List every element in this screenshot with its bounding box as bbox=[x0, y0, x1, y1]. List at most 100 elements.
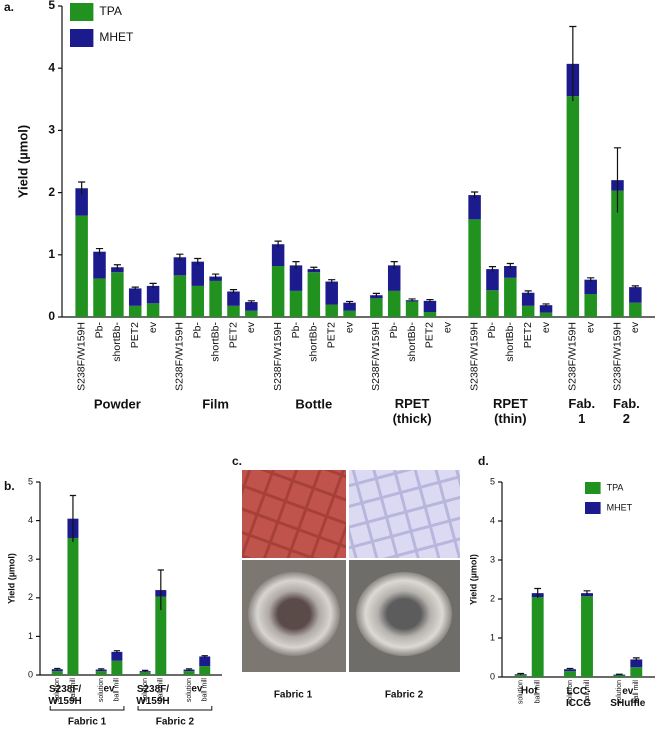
bar-segment bbox=[564, 669, 576, 672]
x-tick-label: ball mill bbox=[535, 680, 542, 704]
bar-segment bbox=[271, 265, 285, 317]
x-tick-label: shortBb- bbox=[308, 322, 320, 362]
bar-segment bbox=[325, 281, 338, 305]
x-tick-label: solution bbox=[54, 678, 61, 702]
y-tick-label: 3 bbox=[490, 554, 495, 564]
x-tick-label: PET2 bbox=[522, 322, 534, 348]
bar-segment bbox=[504, 277, 517, 317]
error-bar bbox=[185, 668, 193, 671]
group-label: Fabric 1 bbox=[68, 717, 107, 728]
legend-label: TPA bbox=[607, 482, 624, 492]
x-tick-label: solution bbox=[186, 678, 193, 702]
y-tick-label: 2 bbox=[28, 592, 33, 602]
error-bar bbox=[54, 667, 61, 670]
error-bar bbox=[534, 587, 542, 598]
x-tick-label: ev bbox=[343, 321, 355, 333]
bar-segment bbox=[387, 290, 401, 317]
error-bar bbox=[583, 590, 591, 596]
bar-segment bbox=[289, 265, 303, 291]
error-bar bbox=[506, 262, 514, 269]
bar-segment bbox=[209, 280, 222, 317]
y-tick-label: 5 bbox=[490, 476, 495, 486]
x-tick-label: Pb- bbox=[290, 322, 302, 339]
bar-segment bbox=[514, 675, 527, 677]
x-tick-label: S238F/W159H bbox=[370, 322, 382, 391]
error-bar bbox=[310, 266, 318, 271]
chart: a. Yield (µmol) 0 1 2 3 4 5 S238F/W159H Pb-shortB… bbox=[4, 0, 655, 426]
x-tick-label: solution bbox=[98, 678, 105, 702]
x-tick-label: shortBb- bbox=[406, 322, 418, 362]
bar-segment bbox=[531, 597, 544, 677]
legend-label: MHET bbox=[99, 30, 134, 44]
bar-segment bbox=[343, 302, 356, 311]
photo bbox=[242, 470, 346, 558]
x-tick-label: S238F/W159H bbox=[272, 322, 284, 391]
bar-segment bbox=[584, 293, 597, 317]
y-axis-label: Yield (µmol) bbox=[15, 125, 30, 198]
error-bar bbox=[194, 257, 202, 265]
group-label: LCC-ICCG bbox=[566, 686, 591, 709]
error-bar bbox=[98, 668, 105, 671]
error-bar bbox=[488, 266, 497, 272]
error-bar bbox=[131, 286, 139, 290]
error-bar bbox=[176, 253, 184, 261]
group-label: Powder bbox=[94, 396, 141, 411]
x-tick-label: solution bbox=[616, 680, 623, 704]
error-bar bbox=[247, 300, 255, 304]
x-tick-label: Pb- bbox=[93, 322, 105, 339]
error-bar bbox=[149, 282, 157, 289]
x-tick-label: Pb- bbox=[388, 322, 400, 339]
panel-label: a. bbox=[4, 0, 14, 14]
y-tick-label: 1 bbox=[28, 631, 33, 641]
x-tick-label: S238F/W159H bbox=[174, 322, 186, 391]
bar-segment bbox=[227, 305, 240, 317]
error-bar bbox=[517, 672, 525, 676]
x-tick-label: PET2 bbox=[325, 322, 337, 348]
x-tick-label: shortBb- bbox=[209, 322, 221, 362]
y-tick-label: 4 bbox=[28, 515, 33, 525]
bar-segment bbox=[629, 302, 642, 317]
x-tick-label: ball mill bbox=[158, 678, 165, 702]
bar-segment bbox=[343, 310, 356, 317]
y-axis-label: Yield (µmol) bbox=[6, 553, 16, 604]
x-tick-label: Pb- bbox=[192, 322, 204, 339]
photo-panel: c. Fabric 1 Fabric 2 bbox=[232, 454, 460, 701]
error-bar bbox=[524, 290, 532, 295]
bar-segment bbox=[75, 188, 88, 216]
y-tick-label: 0 bbox=[490, 671, 495, 681]
legend-label: MHET bbox=[607, 502, 633, 512]
bar-segment bbox=[95, 669, 107, 672]
error-bar bbox=[212, 273, 220, 280]
error-bar bbox=[631, 285, 639, 289]
error-bar bbox=[157, 569, 164, 611]
y-tick-label: 2 bbox=[48, 185, 55, 199]
x-tick-label: PET2 bbox=[227, 322, 239, 348]
bar-segment bbox=[111, 651, 123, 661]
error-bar bbox=[390, 261, 398, 270]
group-label: ev bbox=[103, 684, 115, 695]
x-tick-label: ball mill bbox=[70, 678, 77, 702]
group-bracket bbox=[49, 706, 125, 711]
bar-segment bbox=[325, 304, 338, 317]
y-tick-label: 4 bbox=[48, 60, 55, 74]
x-tick-label: ev bbox=[245, 321, 257, 333]
error-bar bbox=[69, 494, 77, 542]
x-tick-label: ev bbox=[584, 321, 596, 333]
x-tick-label: S238F/W159H bbox=[567, 322, 579, 391]
bar-segment bbox=[307, 272, 321, 317]
x-tick-label: S238F/W159H bbox=[611, 322, 623, 391]
photo-detail bbox=[356, 572, 452, 656]
bar-segment bbox=[183, 671, 195, 675]
x-tick-label: PET2 bbox=[424, 322, 436, 348]
bar-segment bbox=[173, 257, 187, 276]
y-tick-label: 0 bbox=[28, 669, 33, 679]
error-bar bbox=[141, 669, 149, 672]
bar-segment bbox=[146, 285, 160, 304]
x-tick-label: ev bbox=[540, 321, 552, 333]
bar-segment bbox=[630, 659, 643, 668]
bar-segment bbox=[611, 190, 624, 317]
